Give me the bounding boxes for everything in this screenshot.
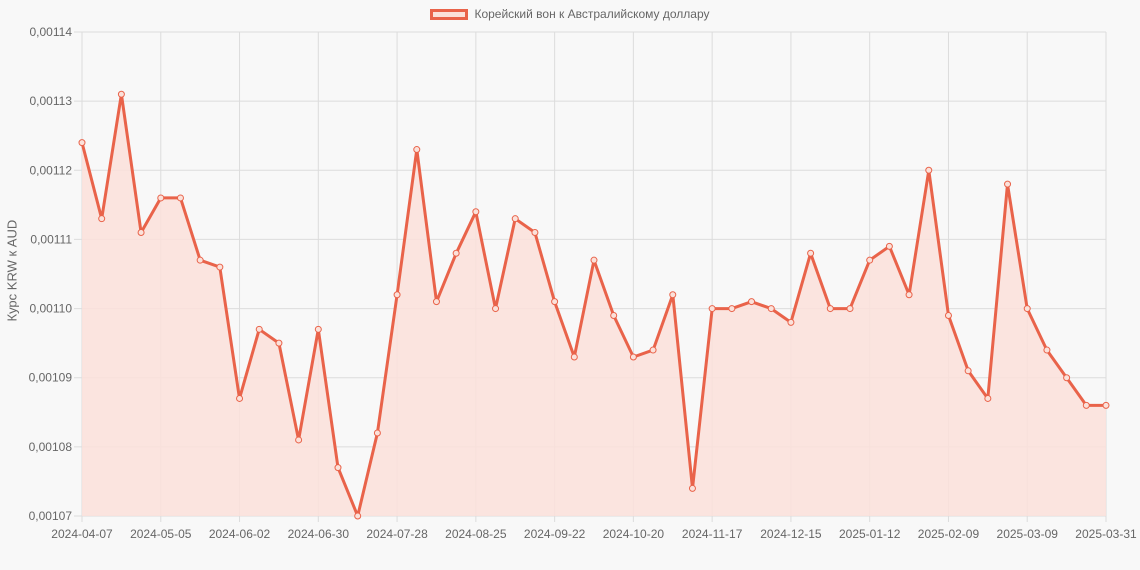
data-point[interactable] <box>452 249 460 257</box>
data-point[interactable] <box>295 436 303 444</box>
x-tick-label: 2025-03-09 <box>997 527 1059 541</box>
x-tick-label: 2025-01-12 <box>839 527 901 541</box>
y-tick-label: 0,00107 <box>29 509 73 523</box>
data-point[interactable] <box>1082 401 1090 409</box>
data-points[interactable] <box>78 90 1110 520</box>
y-tick-label: 0,00112 <box>30 163 73 177</box>
data-point[interactable] <box>925 166 933 174</box>
x-tick-label: 2024-05-05 <box>130 527 192 541</box>
data-point[interactable] <box>393 291 401 299</box>
data-point[interactable] <box>728 305 736 313</box>
data-point[interactable] <box>413 146 421 154</box>
data-point[interactable] <box>964 367 972 375</box>
data-point[interactable] <box>807 249 815 257</box>
data-point[interactable] <box>98 215 106 223</box>
data-point[interactable] <box>669 291 677 299</box>
data-point[interactable] <box>157 194 165 202</box>
x-axis-ticks: 2024-04-07 2024-05-05 2024-06-02 2024-06-30… <box>51 527 1137 541</box>
data-point[interactable] <box>767 305 775 313</box>
y-tick-label: 0,00111 <box>30 232 72 246</box>
data-point[interactable] <box>275 339 283 347</box>
data-point[interactable] <box>610 311 618 319</box>
data-point[interactable] <box>432 298 440 306</box>
data-point[interactable] <box>629 353 637 361</box>
data-point[interactable] <box>176 194 184 202</box>
data-point[interactable] <box>984 394 992 402</box>
y-axis-ticks: 0,00114 0,00113 0,00112 0,00111 0,00110 0,001… <box>29 25 73 523</box>
x-tick-label: 2025-03-31 <box>1075 527 1137 541</box>
data-point[interactable] <box>472 208 480 216</box>
y-tick-label: 0,00113 <box>30 94 73 108</box>
data-point[interactable] <box>137 229 145 237</box>
x-tick-label: 2024-06-02 <box>209 527 271 541</box>
data-point[interactable] <box>748 298 756 306</box>
y-tick-label: 0,00110 <box>30 302 73 316</box>
data-point[interactable] <box>236 394 244 402</box>
y-tick-label: 0,00109 <box>29 371 73 385</box>
data-point[interactable] <box>944 311 952 319</box>
x-tick-label: 2024-09-22 <box>524 527 586 541</box>
data-point[interactable] <box>688 484 696 492</box>
data-point[interactable] <box>787 318 795 326</box>
data-point[interactable] <box>373 429 381 437</box>
data-point[interactable] <box>866 256 874 264</box>
x-tick-label: 2024-04-07 <box>51 527 113 541</box>
x-tick-label: 2024-11-17 <box>682 527 743 541</box>
y-tick-label: 0,00108 <box>29 440 73 454</box>
data-point[interactable] <box>117 90 125 98</box>
x-tick-label: 2025-02-09 <box>918 527 980 541</box>
data-point[interactable] <box>1102 401 1110 409</box>
x-tick-label: 2024-10-20 <box>603 527 665 541</box>
data-point[interactable] <box>511 215 519 223</box>
legend-label: Корейский вон к Австралийскому доллару <box>474 7 710 21</box>
data-point[interactable] <box>846 305 854 313</box>
data-point[interactable] <box>570 353 578 361</box>
x-tick-label: 2024-08-25 <box>445 527 507 541</box>
data-point[interactable] <box>708 305 716 313</box>
x-tick-label: 2024-07-28 <box>366 527 428 541</box>
data-point[interactable] <box>78 139 86 147</box>
x-tick-label: 2024-12-15 <box>760 527 822 541</box>
data-point[interactable] <box>885 242 893 250</box>
data-point[interactable] <box>216 263 224 271</box>
data-point[interactable] <box>826 305 834 313</box>
data-point[interactable] <box>354 512 362 520</box>
x-tick-label: 2024-06-30 <box>288 527 350 541</box>
data-point[interactable] <box>1023 305 1031 313</box>
series-area <box>82 94 1106 516</box>
data-point[interactable] <box>1004 180 1012 188</box>
chart-legend[interactable]: Корейский вон к Австралийскому доллару <box>0 7 1140 21</box>
data-point[interactable] <box>905 291 913 299</box>
y-tick-label: 0,00114 <box>30 25 73 39</box>
legend-swatch <box>430 8 469 20</box>
data-point[interactable] <box>1063 374 1071 382</box>
data-point[interactable] <box>590 256 598 264</box>
data-point[interactable] <box>531 229 539 237</box>
data-point[interactable] <box>314 325 322 333</box>
data-point[interactable] <box>255 325 263 333</box>
data-point[interactable] <box>1043 346 1051 354</box>
data-point[interactable] <box>334 464 342 472</box>
data-point[interactable] <box>196 256 204 264</box>
data-point[interactable] <box>649 346 657 354</box>
data-point[interactable] <box>551 298 559 306</box>
data-point[interactable] <box>492 305 500 313</box>
